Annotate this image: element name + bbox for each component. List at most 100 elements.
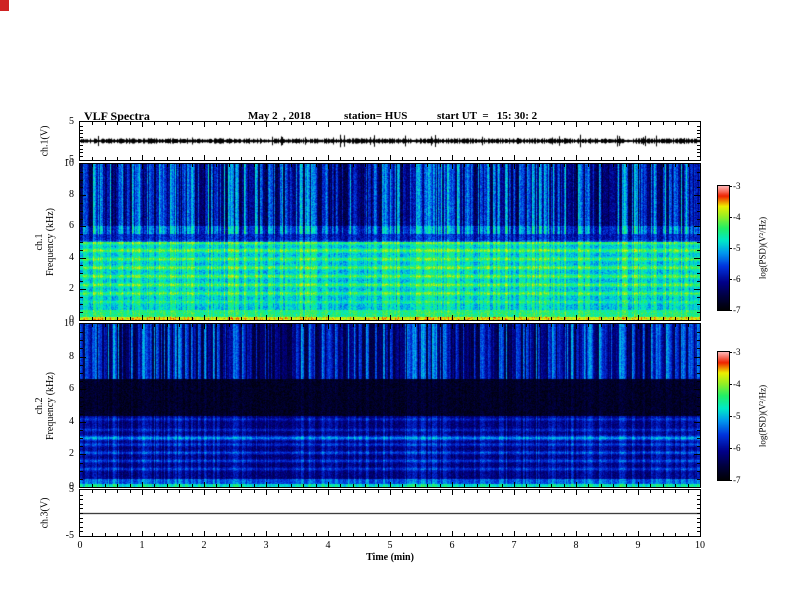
tick-mark <box>316 490 317 493</box>
tick-mark <box>427 484 428 487</box>
tick-mark <box>130 122 131 125</box>
tick-mark <box>266 155 267 160</box>
colorbar-gradient <box>718 352 729 480</box>
tick-mark <box>92 324 93 327</box>
tick-mark <box>526 164 527 167</box>
tick-mark <box>650 484 651 487</box>
tick-mark <box>316 324 317 327</box>
tick-mark <box>440 484 441 487</box>
tick-mark <box>80 414 83 415</box>
tick-mark <box>328 155 329 160</box>
tick-mark <box>675 164 676 167</box>
tick-mark <box>440 122 441 125</box>
tick-mark <box>588 122 589 125</box>
tick-mark <box>204 164 205 169</box>
tick-mark <box>477 122 478 125</box>
tick-mark <box>117 484 118 487</box>
tick-mark <box>452 122 453 127</box>
tick-mark <box>402 533 403 536</box>
tick-mark <box>697 414 700 415</box>
y-tick-label: 0 <box>69 481 74 492</box>
tick-mark <box>80 527 83 528</box>
tick-mark <box>340 490 341 493</box>
tick-mark <box>378 484 379 487</box>
tick-mark <box>477 484 478 487</box>
tick-mark <box>316 164 317 167</box>
tick-mark <box>440 324 441 327</box>
tick-mark <box>650 164 651 167</box>
tick-mark <box>328 482 329 487</box>
tick-mark <box>697 518 700 519</box>
tick-mark <box>697 156 700 157</box>
tick-mark <box>697 273 700 274</box>
tick-mark <box>626 533 627 536</box>
tick-mark <box>663 164 664 167</box>
tick-mark <box>154 324 155 327</box>
tick-mark <box>415 122 416 125</box>
tick-mark <box>154 317 155 320</box>
tick-mark <box>328 164 329 169</box>
tick-mark <box>489 490 490 493</box>
tick-mark <box>697 130 700 131</box>
tick-mark <box>514 324 515 329</box>
tick-mark <box>216 157 217 160</box>
tick-mark <box>154 164 155 167</box>
tick-mark <box>80 522 83 523</box>
tick-mark <box>613 484 614 487</box>
tick-mark <box>365 484 366 487</box>
tick-mark <box>328 324 329 329</box>
tick-mark <box>80 126 83 127</box>
tick-mark <box>80 430 83 431</box>
tick-mark <box>80 250 83 251</box>
tick-mark <box>80 518 83 519</box>
x-tick-label: 6 <box>449 540 455 551</box>
tick-mark <box>340 157 341 160</box>
tick-mark <box>502 317 503 320</box>
tick-mark <box>588 484 589 487</box>
tick-mark <box>675 157 676 160</box>
tick-mark <box>663 484 664 487</box>
tick-mark <box>427 164 428 167</box>
tick-mark <box>650 324 651 327</box>
tick-mark <box>216 317 217 320</box>
y-tick-label: 8 <box>69 189 74 200</box>
tick-mark <box>588 164 589 167</box>
tick-mark <box>204 155 205 160</box>
tick-mark <box>328 490 329 495</box>
tick-mark <box>80 389 86 390</box>
tick-mark <box>514 315 515 320</box>
tick-mark <box>650 533 651 536</box>
tick-mark <box>613 164 614 167</box>
tick-mark <box>80 422 86 423</box>
tick-mark <box>229 324 230 327</box>
tick-mark <box>697 499 700 500</box>
tick-mark <box>130 490 131 493</box>
tick-mark <box>80 406 83 407</box>
tick-mark <box>179 484 180 487</box>
x-axis-label: Time (min) <box>366 552 414 563</box>
tick-mark <box>697 504 700 505</box>
tick-mark <box>117 533 118 536</box>
tick-mark <box>697 373 700 374</box>
tick-mark <box>697 250 700 251</box>
tick-mark <box>365 164 366 167</box>
tick-mark <box>477 164 478 167</box>
tick-mark <box>626 484 627 487</box>
tick-mark <box>626 317 627 320</box>
tick-mark <box>142 490 143 495</box>
tick-mark <box>551 324 552 327</box>
ch2spec-canvas <box>80 324 700 487</box>
tick-mark <box>601 324 602 327</box>
tick-mark <box>675 533 676 536</box>
tick-mark <box>80 195 86 196</box>
tick-mark <box>278 533 279 536</box>
tick-mark <box>192 157 193 160</box>
tick-mark <box>539 317 540 320</box>
tick-mark <box>638 155 639 160</box>
tick-mark <box>105 533 106 536</box>
colorbar-tick-mark <box>729 186 732 187</box>
colorbar-tick-mark <box>729 384 732 385</box>
tick-mark <box>427 533 428 536</box>
tick-mark <box>415 164 416 167</box>
tick-mark <box>539 164 540 167</box>
